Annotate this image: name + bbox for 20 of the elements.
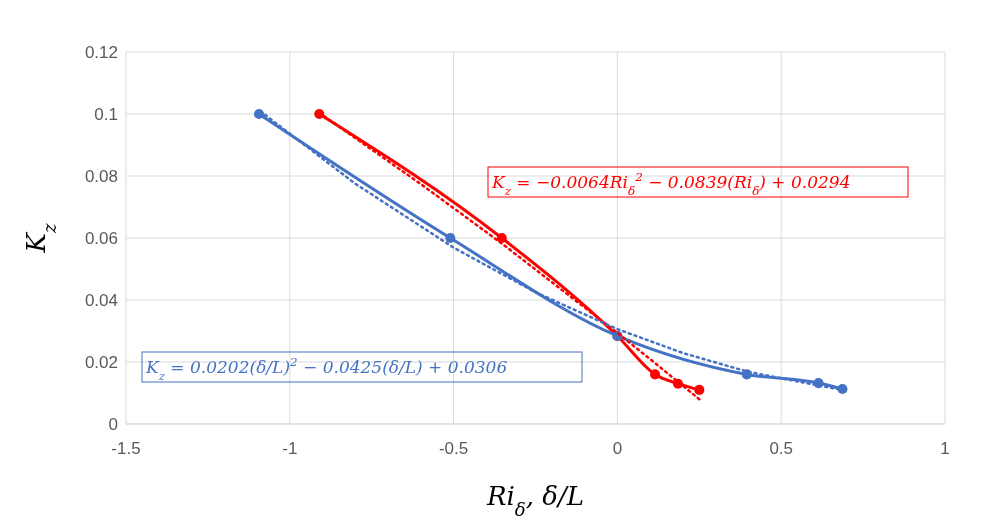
x-tick-label: 0 (612, 439, 623, 458)
annotation: K$_{z}$ = −0.0064Ri$_{δ}$$^{2}$ − 0.0839(Ri$_{δ}$) + 0.0294 (491, 169, 851, 198)
x-tick-label: -1 (282, 439, 298, 458)
point (694, 384, 705, 395)
x-axis-title: Ri$_{δ}$, δ/L (485, 481, 585, 520)
y-tick-label: 0.06 (84, 228, 118, 248)
point (650, 369, 661, 380)
x-tick-label: 0.5 (769, 439, 794, 458)
annotation: K$_{z}$ = 0.0202(δ/L)$^{2}$ − 0.0425(δ/L) + 0.0306 (145, 354, 508, 383)
y-tick-label: 0.08 (84, 166, 118, 186)
x-tick-label: 1 (940, 439, 950, 458)
x-tick-label: -1.5 (111, 439, 141, 458)
y-tick-label: 0.1 (94, 104, 118, 124)
point (496, 232, 507, 244)
point (445, 232, 456, 244)
y-tick-label: 0.04 (84, 290, 118, 310)
y-tick-label: 0.02 (84, 352, 118, 372)
y-tick-label: 0 (108, 414, 118, 434)
x-tick-label: -0.5 (438, 439, 469, 458)
y-tick-label: 0.12 (84, 42, 118, 62)
